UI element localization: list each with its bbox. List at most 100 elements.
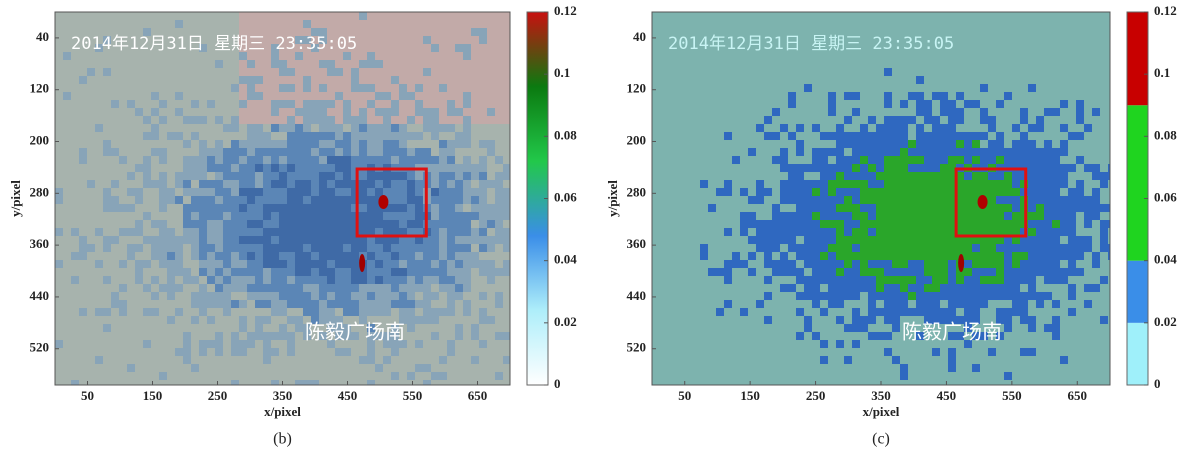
texture-cell bbox=[820, 164, 828, 172]
texture-cell bbox=[167, 124, 175, 132]
texture-cell bbox=[1044, 316, 1052, 324]
texture-cell bbox=[319, 308, 327, 316]
texture-cell bbox=[684, 100, 692, 108]
texture-cell bbox=[780, 300, 788, 308]
texture-cell bbox=[740, 196, 748, 204]
texture-cell bbox=[748, 156, 756, 164]
texture-cell bbox=[772, 252, 780, 260]
texture-cell bbox=[852, 156, 860, 164]
texture-cell bbox=[263, 372, 271, 380]
texture-cell bbox=[207, 100, 215, 108]
texture-cell bbox=[932, 28, 940, 36]
texture-cell bbox=[279, 348, 287, 356]
texture-cell bbox=[884, 164, 892, 172]
texture-cell bbox=[932, 148, 940, 156]
texture-cell bbox=[948, 20, 956, 28]
texture-cell bbox=[1036, 284, 1044, 292]
texture-cell bbox=[1052, 252, 1060, 260]
texture-cell bbox=[652, 204, 660, 212]
texture-cell bbox=[279, 156, 287, 164]
texture-cell bbox=[431, 164, 439, 172]
texture-cell bbox=[455, 372, 463, 380]
texture-cell bbox=[207, 196, 215, 204]
texture-cell bbox=[804, 236, 812, 244]
texture-cell bbox=[255, 308, 263, 316]
texture-cell bbox=[1084, 180, 1092, 188]
texture-cell bbox=[359, 244, 367, 252]
texture-cell bbox=[956, 148, 964, 156]
texture-cell bbox=[756, 244, 764, 252]
texture-cell bbox=[103, 308, 111, 316]
texture-cell bbox=[700, 244, 708, 252]
texture-cell bbox=[1012, 132, 1020, 140]
texture-cell bbox=[788, 308, 796, 316]
texture-cell bbox=[375, 220, 383, 228]
texture-cell bbox=[279, 212, 287, 220]
texture-cell bbox=[828, 236, 836, 244]
texture-cell bbox=[319, 36, 327, 44]
texture-cell bbox=[764, 228, 772, 236]
texture-cell bbox=[287, 348, 295, 356]
texture-cell bbox=[652, 172, 660, 180]
texture-cell bbox=[988, 236, 996, 244]
texture-cell bbox=[55, 348, 63, 356]
texture-cell bbox=[796, 268, 804, 276]
texture-cell bbox=[1052, 236, 1060, 244]
texture-cell bbox=[287, 44, 295, 52]
texture-cell bbox=[87, 340, 95, 348]
texture-cell bbox=[287, 292, 295, 300]
texture-cell bbox=[932, 84, 940, 92]
texture-cell bbox=[215, 188, 223, 196]
texture-cell bbox=[804, 228, 812, 236]
texture-cell bbox=[1012, 316, 1020, 324]
texture-cell bbox=[852, 68, 860, 76]
texture-cell bbox=[708, 268, 716, 276]
texture-cell bbox=[279, 284, 287, 292]
texture-cell bbox=[399, 52, 407, 60]
texture-cell bbox=[391, 316, 399, 324]
texture-cell bbox=[908, 36, 916, 44]
texture-cell bbox=[55, 196, 63, 204]
texture-cell bbox=[503, 356, 510, 364]
texture-cell bbox=[367, 44, 375, 52]
texture-cell bbox=[175, 188, 183, 196]
texture-cell bbox=[852, 140, 860, 148]
texture-cell bbox=[375, 252, 383, 260]
texture-cell bbox=[884, 36, 892, 44]
texture-cell bbox=[1068, 28, 1076, 36]
texture-cell bbox=[740, 156, 748, 164]
texture-cell bbox=[1092, 156, 1100, 164]
texture-cell bbox=[351, 260, 359, 268]
texture-cell bbox=[772, 172, 780, 180]
texture-cell bbox=[375, 364, 383, 372]
texture-cell bbox=[455, 244, 463, 252]
overlay-place: 陈毅广场南 bbox=[305, 320, 405, 344]
texture-cell bbox=[303, 172, 311, 180]
texture-cell bbox=[1028, 164, 1036, 172]
texture-cell bbox=[700, 100, 708, 108]
texture-cell bbox=[279, 356, 287, 364]
texture-cell bbox=[1060, 132, 1068, 140]
texture-cell bbox=[996, 284, 1004, 292]
texture-cell bbox=[167, 300, 175, 308]
texture-cell bbox=[852, 308, 860, 316]
texture-cell bbox=[415, 196, 423, 204]
texture-cell bbox=[343, 52, 351, 60]
texture-cell bbox=[279, 236, 287, 244]
texture-cell bbox=[844, 36, 852, 44]
texture-cell bbox=[63, 236, 71, 244]
texture-cell bbox=[652, 36, 660, 44]
texture-cell bbox=[327, 292, 335, 300]
texture-cell bbox=[948, 244, 956, 252]
texture-cell bbox=[295, 236, 303, 244]
texture-cell bbox=[780, 212, 788, 220]
texture-cell bbox=[343, 172, 351, 180]
texture-cell bbox=[183, 188, 191, 196]
texture-cell bbox=[215, 212, 223, 220]
texture-cell bbox=[503, 76, 510, 84]
texture-cell bbox=[788, 220, 796, 228]
texture-cell bbox=[1100, 236, 1108, 244]
texture-cell bbox=[111, 28, 119, 36]
texture-cell bbox=[439, 220, 447, 228]
texture-cell bbox=[79, 308, 87, 316]
